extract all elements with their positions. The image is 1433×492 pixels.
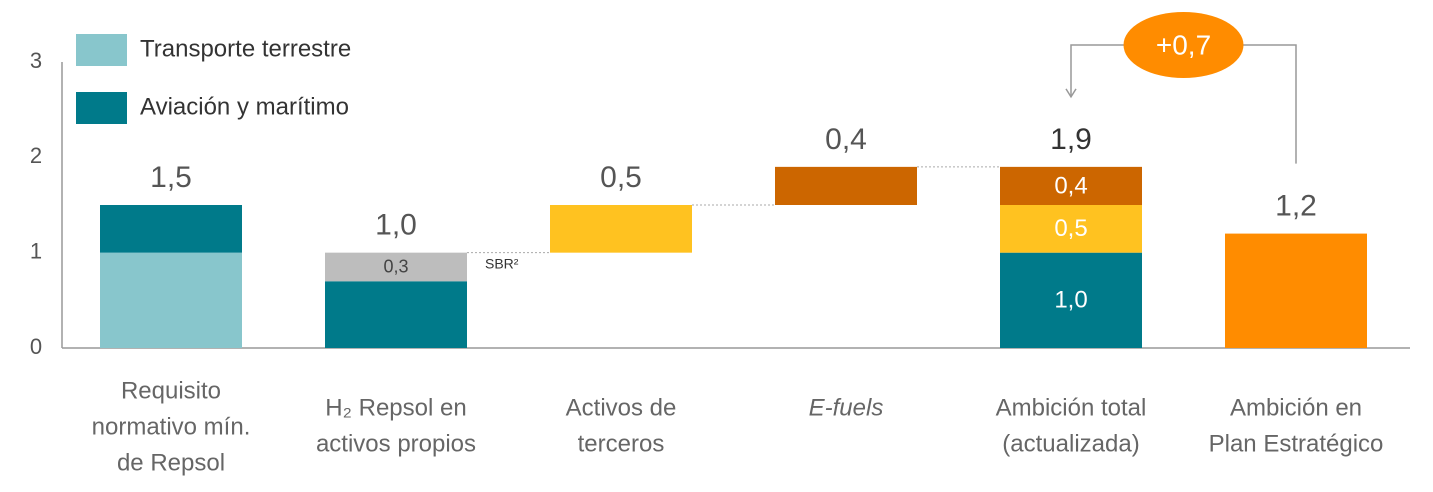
x-tick-label: H₂ Repsol en <box>325 394 466 421</box>
legend-swatch <box>76 34 127 66</box>
top-label: 1,9 <box>1050 123 1092 156</box>
segment-note: SBR² <box>485 255 519 271</box>
x-tick-label: terceros <box>578 430 665 457</box>
x-tick-label: Plan Estratégico <box>1209 430 1384 457</box>
annotation-bubble <box>1123 12 1244 78</box>
segment-label: 1,0 <box>1054 287 1087 314</box>
segment-label: 0,5 <box>1054 215 1087 242</box>
x-tick-label: Activos de <box>566 394 677 421</box>
bar-segment <box>1225 233 1367 348</box>
bar-segment <box>325 281 467 348</box>
x-tick-label: activos propios <box>316 430 476 457</box>
bar-segment <box>325 252 467 282</box>
y-tick-label: 2 <box>30 143 42 168</box>
bar-segment <box>550 205 692 253</box>
x-tick-label: Ambición total <box>996 394 1147 421</box>
top-label: 0,5 <box>600 161 642 194</box>
y-tick-label: 3 <box>30 48 42 73</box>
x-tick-label: (actualizada) <box>1002 430 1139 457</box>
x-tick-label: Requisito <box>121 377 221 404</box>
x-tick-label: normativo mín. <box>92 413 251 440</box>
bar-segment <box>100 252 242 348</box>
y-tick-label: 1 <box>30 238 42 263</box>
bar-segment <box>1000 205 1142 253</box>
bar-segment <box>1000 252 1142 348</box>
legend-swatch <box>76 92 127 124</box>
top-label: 1,0 <box>375 209 417 242</box>
legend-label: Aviación y marítimo <box>140 93 349 120</box>
bar-segment <box>100 205 242 253</box>
segment-label: 0,4 <box>1054 172 1087 199</box>
bar-segment <box>775 166 917 205</box>
segment-label: 0,3 <box>383 257 408 277</box>
annotation-arrow <box>1065 88 1077 99</box>
top-label: 1,5 <box>150 161 192 194</box>
top-label: 1,2 <box>1275 190 1317 223</box>
x-tick-label: Ambición en <box>1230 394 1362 421</box>
legend-label: Transporte terrestre <box>140 35 351 62</box>
top-label: 0,4 <box>825 123 867 156</box>
bar-segment <box>1000 166 1142 205</box>
y-tick-label: 0 <box>30 334 42 359</box>
x-tick-label: E-fuels <box>809 394 884 421</box>
x-tick-label: de Repsol <box>117 449 225 476</box>
annotation-label: +0,7 <box>1156 29 1211 60</box>
